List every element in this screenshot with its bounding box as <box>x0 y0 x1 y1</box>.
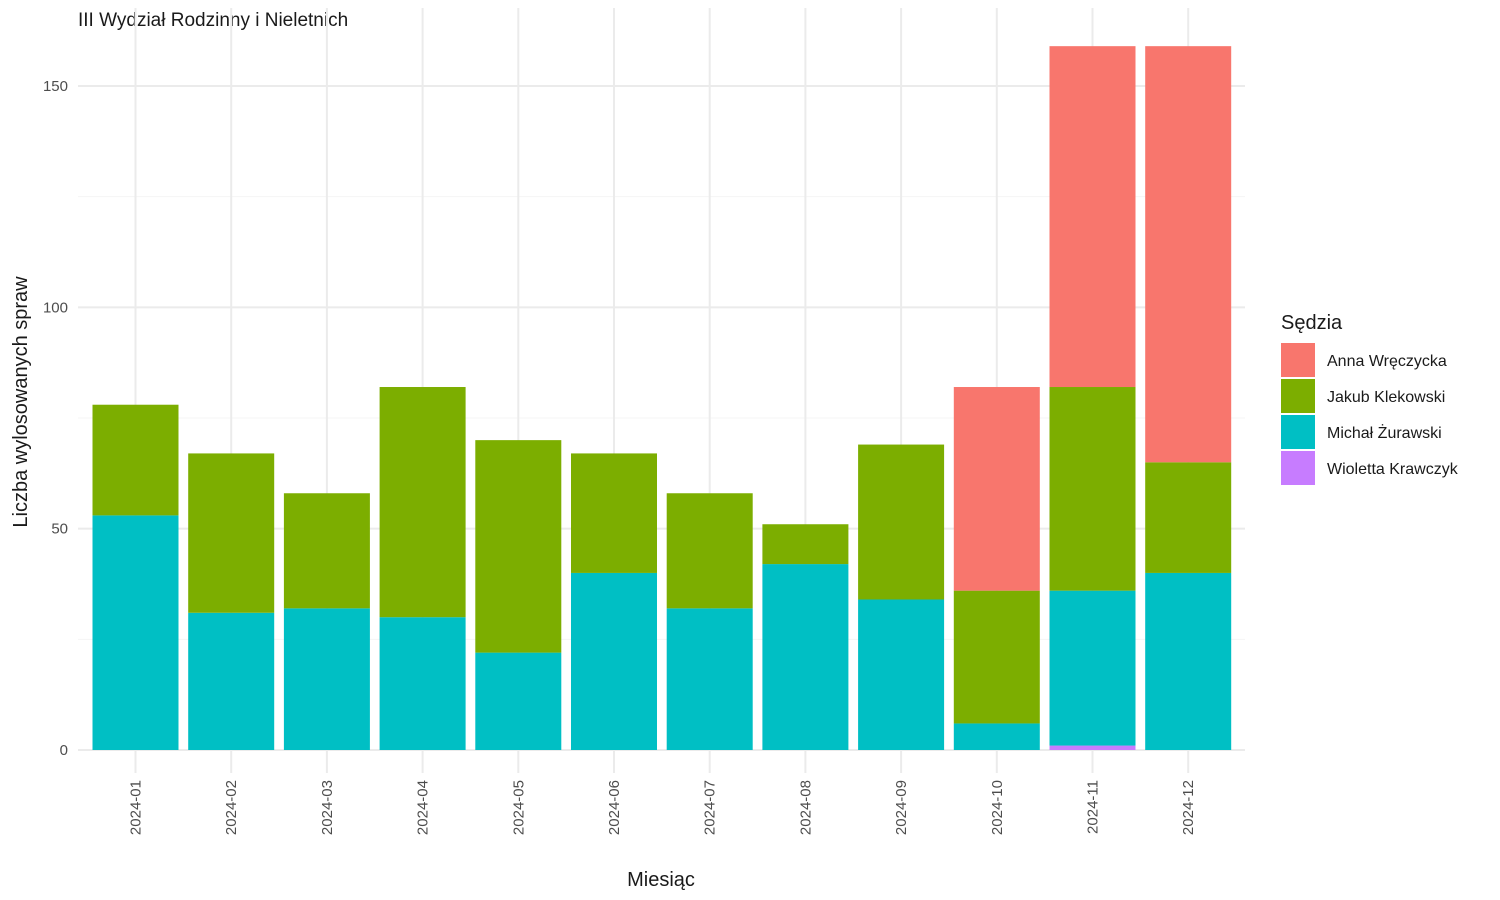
chart-title: III Wydział Rodzinny i Nieletnich <box>78 10 348 31</box>
legend: Sędzia Anna Wręczycka Jakub Klekowski Mich… <box>1281 312 1459 485</box>
y-axis-title: Liczba wylosowanych spraw <box>10 276 32 528</box>
x-tick-label: 2024-05 <box>510 780 527 835</box>
x-tick-label: 2024-10 <box>989 780 1006 835</box>
bar-segment <box>1049 590 1136 746</box>
bar-segment <box>858 444 945 600</box>
x-tick-label: 2024-09 <box>893 780 910 835</box>
bar-segment <box>1049 387 1136 591</box>
x-tick-label: 2024-06 <box>606 780 623 835</box>
legend-label: Jakub Klekowski <box>1327 389 1445 406</box>
x-tick-label: 2024-02 <box>223 780 240 835</box>
x-tick-label: 2024-08 <box>797 780 814 835</box>
y-tick-label: 150 <box>43 78 68 95</box>
bar-segment <box>283 493 370 609</box>
bar-segment <box>92 404 179 516</box>
y-tick-label: 50 <box>51 521 68 538</box>
bar-segment <box>1049 46 1136 388</box>
bar-segment <box>666 493 753 609</box>
legend-swatch <box>1281 379 1315 413</box>
bar-segment <box>283 608 370 750</box>
bar-segment <box>188 453 275 613</box>
x-tick-label: 2024-01 <box>128 780 145 835</box>
legend-label: Wioletta Krawczyk <box>1327 461 1459 478</box>
bar-segment <box>762 564 849 750</box>
y-tick-label: 0 <box>60 742 68 759</box>
bar-segment <box>475 652 562 750</box>
bars <box>92 46 1232 750</box>
bar-segment <box>953 387 1040 591</box>
bar-segment <box>92 515 179 750</box>
bar-segment <box>953 590 1040 724</box>
legend-label: Michał Żurawski <box>1327 423 1442 442</box>
bar-segment <box>1145 572 1232 750</box>
bar-segment <box>188 612 275 750</box>
x-tick-label: 2024-04 <box>415 780 432 835</box>
legend-swatch <box>1281 415 1315 449</box>
x-tick-label: 2024-07 <box>702 780 719 835</box>
bar-segment <box>762 524 849 565</box>
bar-segment <box>858 599 945 750</box>
bar-segment <box>379 387 466 618</box>
y-tick-label: 100 <box>43 299 68 316</box>
legend-swatch <box>1281 343 1315 377</box>
bar-segment <box>571 453 657 573</box>
bar-segment <box>953 723 1040 750</box>
legend-title: Sędzia <box>1281 312 1343 334</box>
x-axis-title: Miesiąc <box>627 869 695 891</box>
x-tick-label: 2024-12 <box>1180 780 1197 835</box>
bar-segment <box>571 572 657 750</box>
y-axis-ticks: 0 50 100 150 <box>43 78 68 759</box>
bar-segment <box>1049 745 1136 750</box>
bar-segment <box>1145 462 1232 573</box>
bar-segment <box>379 617 466 750</box>
legend-label: Anna Wręczycka <box>1327 353 1447 370</box>
x-axis-ticks: 2024-01 2024-02 2024-03 2024-04 2024-05 2024-… <box>128 780 1198 835</box>
legend-swatch <box>1281 451 1315 485</box>
bar-segment <box>1145 46 1232 463</box>
x-tick-label: 2024-11 <box>1085 780 1102 834</box>
x-tick-label: 2024-03 <box>319 780 336 835</box>
bar-segment <box>666 608 753 750</box>
bar-segment <box>475 440 562 653</box>
